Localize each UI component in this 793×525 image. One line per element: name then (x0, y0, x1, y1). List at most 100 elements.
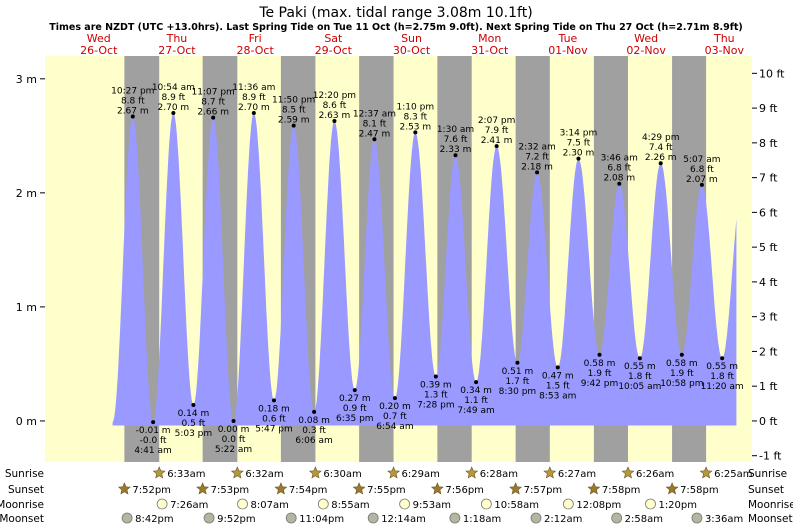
sunrise-entry: 6:26am (621, 466, 674, 480)
tide-height-ft: 7.9 ft (485, 126, 509, 136)
sunset-row-label-left: Sunset (8, 484, 44, 496)
sunset-icon (665, 482, 679, 495)
sunrise-icon (387, 466, 401, 479)
day-date: 26-Oct (80, 44, 118, 57)
moonset-icon (203, 512, 215, 524)
tide-height-m: 2.30 m (563, 149, 595, 159)
moonrise-entry: 1:20pm (645, 498, 697, 511)
moonrise-entry: 10:58am (480, 498, 539, 511)
tide-height-ft: 8.3 ft (403, 112, 427, 122)
tide-time: 12:20 pm (313, 91, 356, 101)
tide-time: 3:46 am (601, 154, 638, 164)
low-tide-label: 0.34 m1.1 ft7:49 am (457, 386, 494, 416)
high-tide-label: 2:07 pm7.9 ft2.41 m (478, 116, 516, 146)
tide-height-m: 2.41 m (481, 136, 513, 146)
sunrise-entry: 6:27am (543, 466, 596, 480)
right-axis-tick-label: 6 ft (759, 206, 778, 219)
sunset-time: 7:54pm (289, 485, 328, 496)
sunset-time: 7:56pm (445, 485, 484, 496)
tide-time: 5:22 am (215, 445, 252, 455)
tide-height-m: 2.33 m (440, 145, 472, 155)
left-axis-tick-label: 1 m (16, 301, 37, 314)
tide-time: 11:36 am (232, 83, 275, 93)
tide-height-ft: 7.2 ft (525, 152, 549, 162)
moonset-entry: 11:04pm (285, 512, 344, 525)
axes: 0 m 1 m 2 m 3 m -1 ft 0 ft 1 ft 2 ft 3 ft 4 ft 5 f… (0, 56, 793, 463)
tide-time: 7:28 pm (417, 400, 455, 410)
sunrise-time: 6:33am (167, 469, 205, 480)
sunrise-icon (543, 466, 557, 479)
moonrise-time: 7:26am (170, 500, 208, 511)
sunset-entry: 7:55pm (352, 482, 406, 496)
high-tide-point (251, 111, 256, 116)
sunrise-entry: 6:30am (308, 466, 362, 480)
low-tide-point (271, 398, 276, 403)
moonset-row-label-right: Moonset (748, 513, 793, 525)
moonrise-icon (399, 498, 411, 510)
day-headers: Wed26-OctThu27-OctFri28-OctSat29-OctSun3… (80, 32, 744, 57)
moonset-time: 12:14am (381, 514, 426, 525)
moonrise-row-label-right: Moonrise (748, 499, 793, 511)
tide-time: 10:27 pm (111, 86, 154, 96)
sunrise-icon (152, 466, 166, 479)
tide-time: 10:05 am (618, 382, 661, 392)
low-tide-point (637, 356, 642, 361)
high-tide-point (535, 170, 540, 175)
low-tide-point (191, 402, 196, 407)
tide-time: 11:07 pm (192, 88, 235, 98)
tide-labels: 10:27 pm8.8 ft2.67 m -0.01 m-0.0 ft4:41 a… (111, 83, 744, 456)
sunset-icon (274, 482, 288, 495)
right-axis-tick-label: 10 ft (759, 67, 785, 80)
moonset-entry: 3:36am (691, 512, 743, 525)
sunset-icon (587, 482, 601, 495)
high-tide-label: 1:30 am7.6 ft2.33 m (437, 125, 474, 155)
tide-height-ft: 6.8 ft (690, 165, 714, 175)
day-of-week: Thu (713, 32, 735, 45)
day-of-week: Sat (324, 32, 343, 45)
moonset-entry: 8:42pm (121, 512, 174, 525)
high-tide-label: 10:27 pm8.8 ft2.67 m (111, 86, 154, 116)
moonset-icon (449, 512, 461, 524)
sunset-icon (430, 482, 444, 495)
high-tide-label: 1:10 pm8.3 ft2.53 m (397, 102, 435, 132)
tide-height-ft: 0.7 ft (383, 412, 407, 422)
right-axis-tick-label: 0 ft (759, 415, 778, 428)
high-tide-label: 2:32 am7.2 ft2.18 m (518, 142, 555, 172)
sunset-entry: 7:54pm (274, 482, 328, 496)
moonrise-time: 1:20pm (658, 500, 697, 511)
moonrise-time: 12:08pm (576, 500, 621, 511)
tide-time: 1:30 am (437, 125, 474, 135)
sunset-icon (117, 482, 131, 495)
day-date: 27-Oct (158, 44, 196, 57)
tide-height-ft: 6.8 ft (607, 164, 631, 174)
tide-time: 2:07 pm (478, 116, 516, 126)
low-tide-label: 0.27 m0.9 ft6:35 pm (336, 394, 374, 424)
high-tide-point (211, 115, 216, 120)
sunrise-entry: 6:32am (230, 466, 284, 480)
right-axis-tick-label: 1 ft (759, 380, 778, 393)
high-tide-point (332, 119, 337, 124)
tide-height-ft: -0.0 ft (140, 436, 167, 446)
sunrise-time: 6:26am (636, 469, 674, 480)
right-axis-tick-label: 3 ft (759, 311, 778, 324)
tide-time: 10:54 am (152, 83, 195, 93)
tide-time: 11:20 am (701, 382, 744, 392)
right-axis-tick-label: 8 ft (759, 137, 778, 150)
high-tide-label: 11:50 pm8.5 ft2.59 m (272, 96, 315, 126)
tide-time: 5:07 am (683, 155, 720, 165)
high-tide-point (494, 144, 499, 149)
tide-height-m: 0.18 m (258, 404, 290, 414)
moonset-icon (367, 512, 379, 524)
moonrise-entry: 8:07am (237, 498, 289, 511)
right-axis-tick-label: 7 ft (759, 172, 778, 185)
tide-height-m: 0.39 m (420, 380, 452, 390)
tide-height-ft: 0.5 ft (182, 419, 206, 429)
tide-time: 8:53 am (539, 391, 576, 401)
moonset-icon (691, 512, 703, 524)
high-tide-point (171, 111, 176, 116)
sunrise-icon (308, 466, 322, 479)
